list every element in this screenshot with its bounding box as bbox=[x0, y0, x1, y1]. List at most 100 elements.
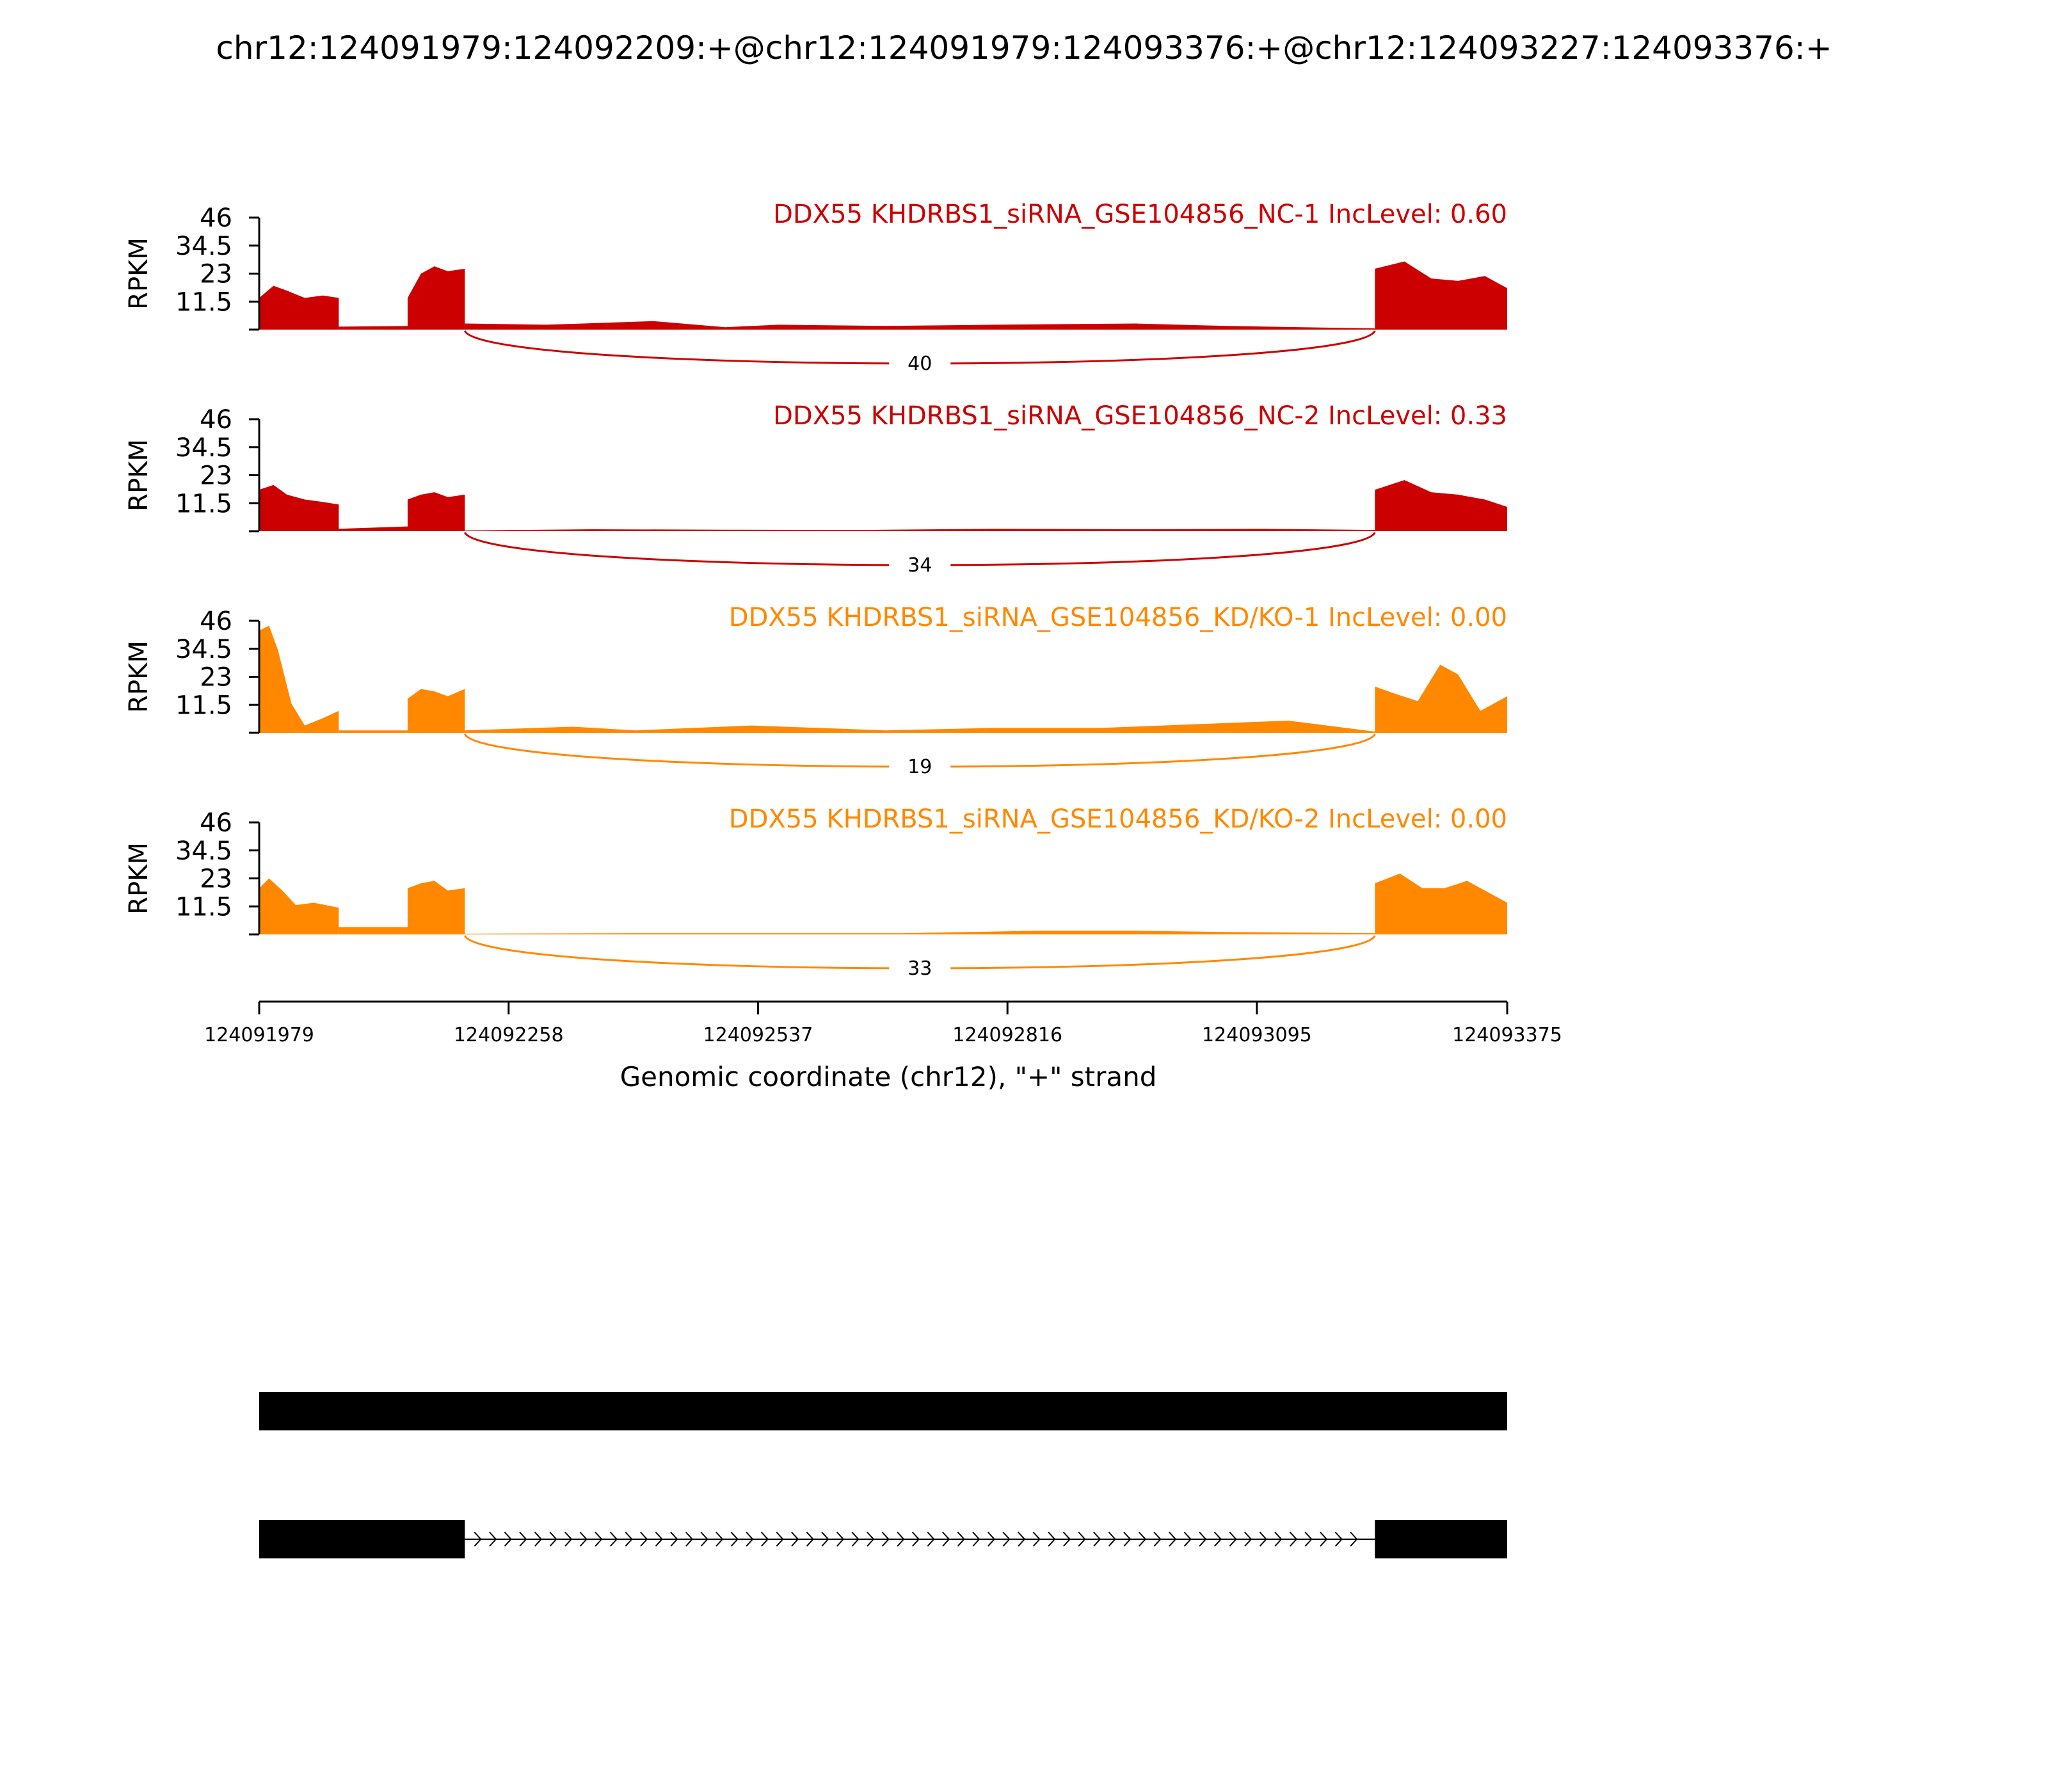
strand-arrow bbox=[716, 1532, 724, 1547]
x-tick-label: 124092816 bbox=[952, 1024, 1062, 1046]
junction-label-bg bbox=[889, 752, 951, 778]
y-tick-label: 23 bbox=[200, 663, 232, 692]
sample-label: DDX55 KHDRBS1_siRNA_GSE104856_NC-1 IncLe… bbox=[773, 200, 1507, 229]
strand-arrow bbox=[1032, 1532, 1041, 1547]
strand-arrow bbox=[911, 1532, 920, 1547]
strand-arrow bbox=[1289, 1532, 1298, 1547]
strand-arrow bbox=[1002, 1532, 1011, 1547]
junction-label-bg bbox=[889, 954, 951, 979]
strand-arrow bbox=[1183, 1532, 1192, 1547]
coverage-area bbox=[339, 730, 412, 733]
strand-arrow bbox=[760, 1532, 769, 1547]
y-tick-label: 11.5 bbox=[175, 489, 232, 518]
strand-arrow bbox=[685, 1532, 694, 1547]
junction-label: 19 bbox=[908, 756, 932, 778]
strand-arrow bbox=[927, 1532, 935, 1547]
strand-arrow bbox=[730, 1532, 739, 1547]
y-tick-label: 11.5 bbox=[175, 691, 232, 720]
y-tick-label: 11.5 bbox=[175, 892, 232, 922]
y-tick-label: 46 bbox=[200, 808, 232, 838]
strand-arrow bbox=[821, 1532, 829, 1547]
y-tick-label: 34.5 bbox=[175, 433, 232, 463]
strand-arrow bbox=[474, 1532, 482, 1547]
strand-arrow bbox=[836, 1532, 845, 1547]
strand-arrow bbox=[640, 1532, 648, 1547]
coverage-area bbox=[465, 721, 1375, 733]
strand-arrow bbox=[549, 1532, 557, 1547]
strand-arrow bbox=[504, 1532, 512, 1547]
junction-label: 40 bbox=[908, 353, 932, 375]
y-tick-label: 23 bbox=[200, 461, 232, 491]
strand-arrow bbox=[1334, 1532, 1343, 1547]
y-tick-label: 34.5 bbox=[175, 232, 232, 261]
strand-arrow bbox=[700, 1532, 708, 1547]
gene-model bbox=[259, 1392, 1507, 1558]
strand-arrow bbox=[897, 1532, 905, 1547]
y-tick-label: 46 bbox=[200, 204, 232, 233]
x-tick-label: 124093375 bbox=[1452, 1024, 1562, 1046]
junction-label: 33 bbox=[908, 957, 932, 980]
strand-arrow bbox=[1169, 1532, 1177, 1547]
strand-arrow bbox=[1078, 1532, 1086, 1547]
coverage-area bbox=[1375, 480, 1507, 531]
x-tick-label: 124093095 bbox=[1202, 1024, 1312, 1046]
strand-arrow bbox=[776, 1532, 784, 1547]
strand-arrow bbox=[579, 1532, 588, 1547]
strand-arrow bbox=[942, 1532, 950, 1547]
strand-arrow bbox=[1153, 1532, 1162, 1547]
strand-arrow bbox=[1048, 1532, 1056, 1547]
strand-arrow bbox=[655, 1532, 663, 1547]
coverage-area bbox=[407, 881, 465, 934]
y-tick-label: 23 bbox=[200, 865, 232, 894]
y-axis-label: RPKM bbox=[124, 842, 154, 915]
strand-arrow bbox=[595, 1532, 603, 1547]
coverage-area bbox=[259, 484, 339, 531]
y-axis-label: RPKM bbox=[124, 439, 154, 511]
strand-arrow bbox=[1093, 1532, 1101, 1547]
strand-arrow bbox=[519, 1532, 527, 1547]
exon-block bbox=[259, 1520, 465, 1558]
strand-arrow bbox=[1138, 1532, 1147, 1547]
strand-arrow bbox=[987, 1532, 996, 1547]
x-tick-label: 124092258 bbox=[454, 1024, 564, 1046]
x-tick-label: 124091979 bbox=[204, 1024, 314, 1046]
strand-arrow bbox=[957, 1532, 965, 1547]
coverage-area bbox=[407, 266, 465, 330]
strand-arrow bbox=[851, 1532, 860, 1547]
y-axis-label: RPKM bbox=[124, 237, 154, 310]
coverage-area bbox=[339, 526, 412, 531]
x-axis-label: Genomic coordinate (chr12), "+" strand bbox=[620, 1061, 1157, 1092]
strand-arrow bbox=[1244, 1532, 1252, 1547]
coverage-area bbox=[339, 927, 412, 934]
strand-arrow bbox=[1320, 1532, 1328, 1547]
strand-arrow bbox=[1062, 1532, 1071, 1547]
junction-label: 34 bbox=[908, 554, 932, 577]
strand-arrow bbox=[806, 1532, 814, 1547]
y-tick-label: 11.5 bbox=[175, 287, 232, 317]
y-tick-label: 46 bbox=[200, 405, 232, 435]
y-axis-label: RPKM bbox=[124, 641, 154, 713]
coverage-area bbox=[465, 321, 1375, 330]
strand-arrow bbox=[489, 1532, 497, 1547]
strand-arrow bbox=[534, 1532, 543, 1547]
strand-arrow bbox=[881, 1532, 890, 1547]
y-tick-label: 34.5 bbox=[175, 836, 232, 866]
strand-arrow bbox=[1229, 1532, 1237, 1547]
coverage-area bbox=[465, 529, 1375, 531]
strand-arrow bbox=[1259, 1532, 1267, 1547]
y-tick-label: 46 bbox=[200, 607, 232, 636]
coverage-area bbox=[259, 285, 339, 330]
sample-label: DDX55 KHDRBS1_siRNA_GSE104856_NC-2 IncLe… bbox=[773, 401, 1507, 431]
figure-title: chr12:124091979:124092209:+@chr12:124091… bbox=[216, 29, 1832, 67]
coverage-area bbox=[339, 326, 412, 330]
y-tick-label: 34.5 bbox=[175, 635, 232, 664]
coverage-area bbox=[259, 625, 339, 733]
strand-arrow bbox=[746, 1532, 754, 1547]
strand-arrow bbox=[609, 1532, 618, 1547]
